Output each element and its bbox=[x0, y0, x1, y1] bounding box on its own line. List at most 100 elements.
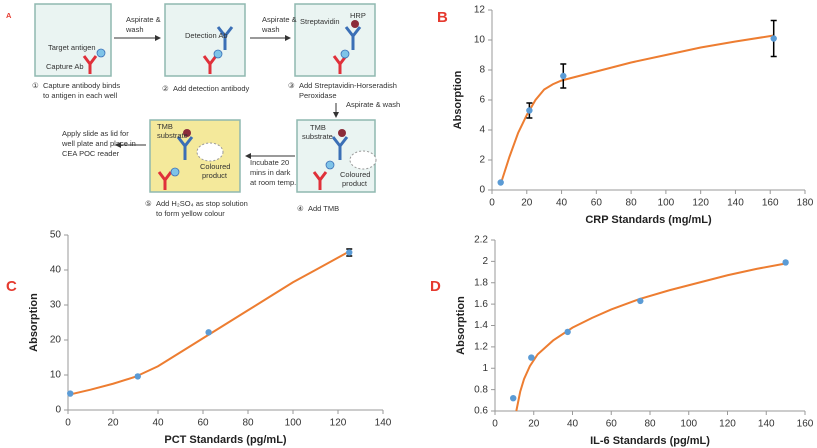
y-axis-label: Absorption bbox=[28, 293, 40, 352]
detection-antibodies bbox=[176, 26, 362, 160]
x-tick-label: 20 bbox=[107, 418, 119, 429]
well-label: substrate bbox=[302, 132, 333, 141]
x-tick-label: 80 bbox=[626, 198, 638, 209]
well-label: Target antigen bbox=[48, 43, 96, 52]
fit-curve bbox=[499, 34, 774, 185]
y-tick-label: 50 bbox=[50, 230, 62, 241]
step-caption: Add TMB bbox=[308, 204, 339, 213]
x-axis-label: IL-6 Standards (pg/mL) bbox=[590, 435, 710, 447]
y-tick-label: 2 bbox=[482, 256, 488, 267]
x-tick-label: 100 bbox=[658, 198, 675, 209]
well-label: TMB bbox=[310, 123, 326, 132]
well bbox=[294, 3, 376, 77]
step-caption: Add Streptavidin-Horseradish bbox=[299, 81, 397, 90]
arrow-label: wash bbox=[125, 25, 144, 34]
product-bubble bbox=[196, 142, 224, 162]
arrow-label: Incubate 20 bbox=[250, 158, 289, 167]
x-axis-label: PCT Standards (pg/mL) bbox=[164, 434, 287, 446]
panel-label: B bbox=[437, 9, 448, 26]
point bbox=[564, 328, 571, 336]
point bbox=[510, 394, 517, 402]
x-tick-label: 0 bbox=[489, 198, 495, 209]
x-tick-label: 0 bbox=[65, 418, 71, 429]
fit-curve bbox=[515, 262, 786, 412]
arrow-label: Apply slide as lid for bbox=[62, 129, 129, 138]
y-tick-label: 1.2 bbox=[474, 342, 488, 353]
x-tick-label: 100 bbox=[285, 418, 302, 429]
x-tick-label: 140 bbox=[375, 418, 392, 429]
arrow-label: well plate and place in bbox=[61, 139, 136, 148]
step-caption: to antigen in each well bbox=[43, 91, 118, 100]
well-label: product bbox=[202, 171, 228, 180]
step-caption: Add detection antibody bbox=[173, 84, 250, 93]
well-label: substrate bbox=[157, 131, 188, 140]
y-tick-label: 12 bbox=[474, 5, 486, 16]
point bbox=[346, 249, 353, 256]
point bbox=[528, 354, 535, 361]
well-label: Capture Ab bbox=[46, 62, 84, 71]
y-tick-label: 30 bbox=[50, 300, 62, 311]
well-label: Streptavidin bbox=[300, 17, 340, 26]
well bbox=[34, 3, 112, 77]
y-tick-label: 1.4 bbox=[474, 320, 488, 331]
y-tick-label: 6 bbox=[479, 95, 485, 106]
x-tick-label: 80 bbox=[644, 419, 656, 430]
x-tick-label: 40 bbox=[567, 419, 579, 430]
arrow-label: Aspirate & bbox=[262, 15, 297, 24]
product-bubble bbox=[349, 150, 377, 170]
y-tick-label: 1.6 bbox=[474, 299, 488, 310]
step-caption: Capture antibody binds bbox=[43, 81, 120, 90]
arrow-label: wash bbox=[261, 25, 280, 34]
x-tick-label: 40 bbox=[152, 418, 164, 429]
y-tick-label: 8 bbox=[479, 65, 485, 76]
step-number: ① bbox=[32, 81, 39, 90]
x-tick-label: 20 bbox=[521, 198, 533, 209]
step-number: ⑤ bbox=[145, 199, 152, 208]
point bbox=[134, 373, 141, 380]
y-tick-label: 1 bbox=[482, 363, 488, 374]
well bbox=[164, 3, 246, 77]
x-tick-label: 80 bbox=[242, 418, 254, 429]
panel-label: D bbox=[430, 278, 441, 295]
y-tick-label: 4 bbox=[479, 125, 485, 136]
x-tick-label: 160 bbox=[762, 198, 779, 209]
point bbox=[67, 390, 74, 397]
point bbox=[560, 72, 567, 80]
x-tick-label: 120 bbox=[330, 418, 347, 429]
point bbox=[770, 35, 777, 42]
step-caption: Add H₂SO₄ as stop solution bbox=[156, 199, 248, 208]
arrow-label: CEA POC reader bbox=[62, 149, 120, 158]
y-tick-label: 10 bbox=[50, 370, 62, 381]
x-tick-label: 100 bbox=[680, 419, 697, 430]
y-tick-label: 40 bbox=[50, 265, 62, 276]
y-axis-label: Absorption bbox=[455, 296, 467, 355]
x-tick-label: 60 bbox=[197, 418, 209, 429]
step-number: ④ bbox=[297, 204, 304, 213]
x-tick-label: 140 bbox=[758, 419, 775, 430]
arrow-label: Aspirate & bbox=[126, 15, 161, 24]
x-axis-label: CRP Standards (mg/mL) bbox=[585, 214, 712, 226]
step-caption: Peroxidase bbox=[299, 91, 337, 100]
point bbox=[526, 107, 533, 114]
x-tick-label: 140 bbox=[727, 198, 744, 209]
point bbox=[205, 329, 212, 336]
diagram: A Target an bbox=[6, 3, 400, 218]
x-tick-label: 160 bbox=[797, 419, 814, 430]
x-tick-label: 0 bbox=[492, 419, 498, 430]
x-tick-label: 120 bbox=[719, 419, 736, 430]
point bbox=[782, 259, 789, 266]
x-tick-label: 20 bbox=[528, 419, 540, 430]
arrow-label: at room temp. bbox=[250, 178, 296, 187]
y-tick-label: 0.6 bbox=[474, 406, 488, 417]
y-tick-label: 0.8 bbox=[474, 384, 488, 395]
y-tick-label: 20 bbox=[50, 335, 62, 346]
x-tick-label: 40 bbox=[556, 198, 568, 209]
well-label: Coloured bbox=[340, 170, 370, 179]
x-tick-label: 180 bbox=[797, 198, 814, 209]
x-tick-label: 60 bbox=[591, 198, 603, 209]
x-tick-label: 120 bbox=[692, 198, 709, 209]
well-label: HRP bbox=[350, 11, 366, 20]
well-label: Coloured bbox=[200, 162, 230, 171]
y-tick-label: 2.2 bbox=[474, 235, 488, 246]
